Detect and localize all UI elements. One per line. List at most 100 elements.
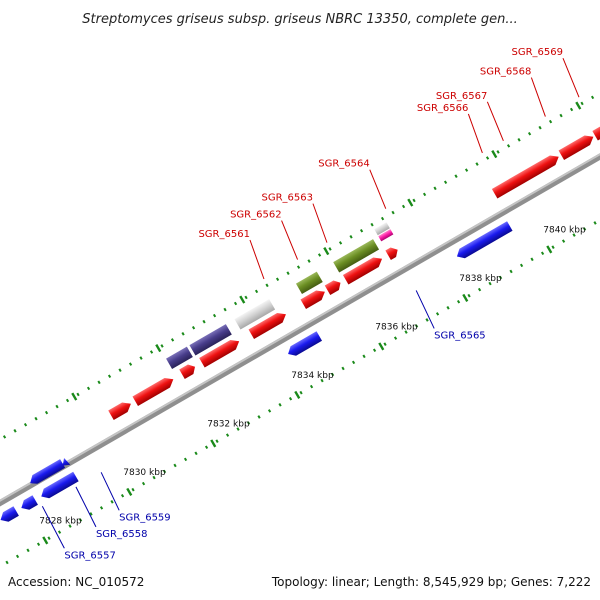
- gene-arrow-sgr-6561[interactable]: [132, 374, 176, 407]
- tick-dot: [362, 354, 366, 359]
- gene-label-forward[interactable]: SGR_6568: [480, 67, 532, 78]
- gene-label-forward[interactable]: SGR_6566: [417, 103, 469, 114]
- gene-arrow-sgr-6555-fwd[interactable]: [108, 399, 133, 421]
- gene-arrow-sgr-6565[interactable]: [285, 331, 323, 359]
- tick-dot: [44, 410, 49, 415]
- tick-dot: [296, 265, 301, 269]
- tick-dot: [254, 289, 259, 294]
- tick-label: 7840 kbp: [543, 226, 586, 236]
- tick-dot: [569, 107, 574, 112]
- gene-box-sgr-6563[interactable]: [166, 346, 193, 370]
- tick-dot: [456, 299, 461, 304]
- tick-dot: [89, 512, 93, 516]
- gene-arrow-sgr-6559[interactable]: [27, 459, 66, 487]
- gene-arrow-sgr-6557[interactable]: [19, 495, 38, 513]
- tick-dot: [299, 390, 303, 395]
- tick-dot: [181, 332, 185, 336]
- gene-arrow-sgr-6567[interactable]: [324, 278, 343, 296]
- tick-dot: [160, 344, 164, 348]
- tick-dot: [244, 295, 248, 300]
- tick-label: 7838 kbp: [459, 274, 502, 284]
- gene-box-sgr-6569a[interactable]: [378, 229, 394, 242]
- gene-box-sgr-6564b[interactable]: [234, 299, 276, 330]
- tick-dot: [26, 548, 30, 553]
- gene-leader-line: [369, 169, 387, 209]
- tick-dot: [15, 554, 20, 559]
- gene-arrow-sgr-6573[interactable]: [592, 113, 600, 141]
- tick-dot: [349, 235, 353, 239]
- gene-arrow-sgr-6568[interactable]: [342, 254, 385, 285]
- tick-mark: [546, 245, 553, 254]
- tick-dot: [128, 362, 133, 366]
- gene-box-sgr-6564[interactable]: [189, 324, 232, 356]
- tick-dot: [118, 368, 122, 372]
- tick-dot: [76, 392, 80, 397]
- gene-label-forward[interactable]: SGR_6561: [198, 229, 250, 240]
- tick-dot: [359, 228, 364, 233]
- tick-dot: [464, 168, 469, 172]
- gene-leader-line: [530, 77, 546, 117]
- gene-arrow-sgr-6570[interactable]: [454, 221, 513, 261]
- gene-leader-line: [562, 57, 580, 98]
- gene-label-reverse[interactable]: SGR_6558: [96, 529, 148, 540]
- tick-dot: [559, 113, 563, 118]
- tick-dot: [572, 233, 576, 237]
- gene-label-reverse[interactable]: SGR_6559: [119, 512, 171, 523]
- tick-dot: [496, 150, 500, 154]
- gene-box-sgr-6568[interactable]: [333, 239, 380, 273]
- tick-dot: [509, 269, 513, 274]
- tick-dot: [341, 366, 345, 371]
- tick-label: 7828 kbp: [39, 517, 82, 527]
- tick-dot: [13, 429, 17, 433]
- tick-mark: [407, 198, 414, 207]
- gene-label-forward[interactable]: SGR_6563: [261, 193, 313, 204]
- gene-label-forward[interactable]: SGR_6567: [436, 91, 488, 102]
- reverse-genes: [0, 221, 513, 525]
- tick-dot: [538, 125, 542, 130]
- accession-text: Accession: NC_010572: [8, 575, 144, 589]
- tick-mark: [126, 487, 133, 496]
- tick-dot: [498, 275, 503, 280]
- tick-dot: [162, 469, 167, 474]
- gene-label-reverse[interactable]: SGR_6557: [64, 550, 116, 561]
- tick-mark: [323, 247, 330, 256]
- gene-label-reverse[interactable]: SGR_6565: [434, 330, 486, 341]
- gene-leader-line: [281, 220, 299, 260]
- gene-box-sgr-6566[interactable]: [295, 271, 323, 295]
- tick-mark: [210, 439, 217, 448]
- gene-arrow-sgr-6565-fwd[interactable]: [248, 309, 289, 340]
- gene-arrow-sgr-6562[interactable]: [179, 362, 197, 380]
- gene-arrow-sgr-6569[interactable]: [385, 245, 400, 261]
- tick-dot: [286, 271, 290, 275]
- genome-axis-highlight: [0, 135, 600, 513]
- tick-dot: [170, 338, 175, 342]
- tick-dot: [5, 560, 9, 565]
- tick-dot: [443, 180, 448, 185]
- tick-dot: [267, 409, 272, 413]
- gene-arrow-sgr-6558[interactable]: [39, 471, 79, 502]
- tick-dot: [475, 162, 479, 166]
- tick-dot: [265, 283, 269, 288]
- gene-arrow-sgr-6571[interactable]: [491, 152, 562, 199]
- tick-dot: [477, 287, 482, 292]
- tick-dot: [425, 318, 429, 322]
- gene-arrow-sgr-6566[interactable]: [300, 287, 328, 310]
- gene-label-layer: SGR_6561 SGR_6562 SGR_6563 SGR_6564 SGR_6566…: [41, 47, 580, 561]
- tick-dot: [404, 330, 408, 334]
- tick-dot: [307, 259, 311, 263]
- tick-mark: [294, 390, 301, 399]
- gene-marker-sgr-6560[interactable]: [60, 457, 71, 468]
- tick-dot: [97, 380, 101, 385]
- gene-arrow-sgr-6556[interactable]: [0, 506, 19, 525]
- gene-label-forward[interactable]: SGR_6562: [230, 210, 282, 221]
- tick-dot: [317, 253, 322, 257]
- gene-arrow-sgr-6563[interactable]: [199, 336, 242, 368]
- tick-dot: [139, 356, 143, 360]
- gene-box-sgr-6569b[interactable]: [374, 222, 390, 236]
- tick-dot: [288, 396, 293, 401]
- gene-label-forward[interactable]: SGR_6564: [318, 159, 370, 170]
- tick-label: 7836 kbp: [375, 323, 418, 333]
- gene-arrow-sgr-6572[interactable]: [558, 132, 597, 161]
- gene-label-forward[interactable]: SGR_6569: [511, 47, 563, 58]
